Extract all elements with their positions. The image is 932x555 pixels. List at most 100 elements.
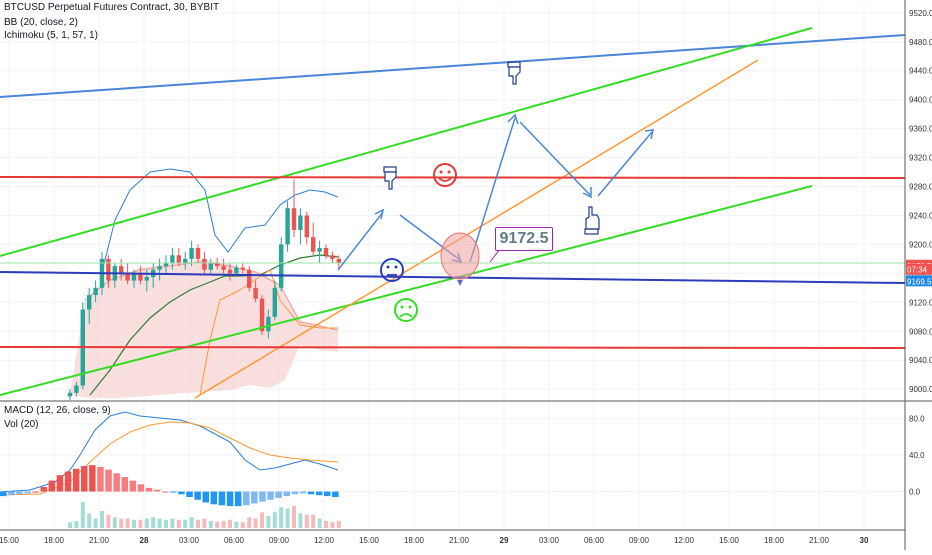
callout-pointer bbox=[489, 248, 501, 263]
volume-bar bbox=[157, 518, 162, 528]
time-axis[interactable]: 15:00 18:00 21:00 28 03:00 06:00 09:00 12:00 15:… bbox=[0, 536, 869, 545]
macd-bar bbox=[162, 491, 169, 493]
price-tag: 9169.5 bbox=[906, 275, 932, 287]
candle bbox=[93, 280, 98, 303]
trendline-orange[interactable] bbox=[194, 59, 759, 399]
macd-bar bbox=[0, 491, 7, 497]
price-tick-label: 9080.0 bbox=[909, 327, 932, 336]
trendline-blue-top[interactable] bbox=[0, 34, 906, 98]
candle bbox=[138, 266, 143, 285]
macd-histogram bbox=[0, 465, 339, 507]
legend-macd[interactable]: MACD (12, 26, close, 9) bbox=[4, 405, 111, 416]
macd-bar bbox=[259, 491, 266, 502]
thumbs-down-icon[interactable] bbox=[383, 166, 397, 190]
volume-bar bbox=[298, 513, 303, 528]
volume-bar bbox=[317, 518, 322, 528]
trendline-green-upper[interactable] bbox=[0, 27, 813, 257]
price-tick-label: 9320.0 bbox=[909, 154, 932, 163]
macd-bar bbox=[8, 491, 15, 496]
legend-symbol[interactable]: BTCUSD Perpetual Futures Contract, 30, B… bbox=[4, 2, 220, 13]
price-tick-label: 9240.0 bbox=[909, 211, 932, 220]
macd-bar bbox=[267, 491, 274, 500]
candle bbox=[247, 266, 252, 292]
time-tick-label: 18:00 bbox=[404, 536, 425, 545]
time-tick-label: 28 bbox=[140, 536, 149, 545]
macd-bar bbox=[153, 489, 161, 492]
candle bbox=[80, 302, 85, 390]
price-tick-label: 9440.0 bbox=[909, 67, 932, 76]
macd-axis[interactable]: 80.0 40.0 0.0 bbox=[909, 415, 925, 497]
time-tick-label: 06:00 bbox=[584, 536, 605, 545]
volume-bar bbox=[151, 517, 156, 528]
volume-bar bbox=[304, 514, 309, 528]
time-tick-label: 03:00 bbox=[539, 536, 560, 545]
price-callout[interactable]: 9172.5 bbox=[495, 227, 553, 251]
bollinger-basis bbox=[89, 254, 339, 396]
candle bbox=[323, 244, 329, 259]
macd-tick-label: 80.0 bbox=[909, 415, 925, 424]
thumbs-up-icon[interactable] bbox=[584, 206, 600, 235]
volume-bar bbox=[93, 518, 98, 528]
price-axis[interactable]: 9520.0 9480.0 9440.0 9400.0 9360.0 9320.0 9280… bbox=[909, 9, 932, 394]
price-tick-label: 9400.0 bbox=[909, 96, 932, 105]
volume-bar bbox=[240, 522, 245, 528]
volume-bar bbox=[279, 507, 284, 528]
macd-bar bbox=[16, 491, 23, 495]
volume-bar bbox=[183, 519, 188, 528]
candle-marker-icon bbox=[457, 280, 463, 286]
neutral-face-icon[interactable] bbox=[380, 258, 404, 282]
hline-red-upper[interactable] bbox=[0, 176, 906, 179]
legend-ichimoku[interactable]: Ichimoku (5, 1, 57, 1) bbox=[4, 30, 98, 41]
macd-bar bbox=[202, 491, 209, 503]
volume-bar bbox=[170, 518, 175, 528]
macd-bar bbox=[48, 480, 56, 492]
trendline-green-lower[interactable] bbox=[0, 185, 813, 396]
time-tick-label: 15:00 bbox=[359, 536, 380, 545]
macd-bar bbox=[324, 491, 331, 497]
highlight-ellipse[interactable] bbox=[440, 232, 480, 280]
macd-bar bbox=[283, 491, 290, 497]
candle bbox=[189, 240, 194, 267]
price-tick-label: 9520.0 bbox=[909, 9, 932, 18]
macd-tick-label: 40.0 bbox=[909, 451, 925, 460]
candle bbox=[304, 211, 309, 245]
candle bbox=[106, 255, 111, 288]
volume-bar bbox=[253, 518, 258, 528]
volume-bar bbox=[106, 514, 111, 528]
volume-bar bbox=[266, 516, 271, 528]
time-tick-label: 29 bbox=[500, 536, 509, 545]
hline-red-lower[interactable] bbox=[0, 346, 906, 349]
macd-bar bbox=[178, 491, 185, 495]
candle bbox=[74, 381, 79, 397]
volume-bar bbox=[228, 519, 232, 528]
legend-volume[interactable]: Vol (20) bbox=[4, 419, 39, 430]
candle bbox=[272, 280, 277, 321]
macd-signal-line bbox=[0, 421, 339, 496]
candle bbox=[291, 179, 297, 238]
sad-face-icon[interactable] bbox=[394, 298, 418, 322]
thumbs-down-icon[interactable] bbox=[507, 61, 521, 85]
candle bbox=[67, 389, 73, 400]
macd-bar bbox=[307, 491, 315, 495]
time-tick-label: 09:00 bbox=[269, 536, 290, 545]
candle bbox=[163, 255, 169, 274]
macd-bar bbox=[299, 491, 307, 494]
volume-bar bbox=[324, 521, 328, 528]
volume-bar bbox=[125, 518, 130, 528]
macd-bar bbox=[89, 465, 96, 492]
macd-bar bbox=[137, 484, 145, 492]
macd-bar bbox=[332, 491, 339, 498]
macd-bar bbox=[170, 491, 177, 493]
legend-bollinger[interactable]: BB (20, close, 2) bbox=[4, 17, 78, 28]
macd-bar bbox=[291, 491, 299, 495]
macd-bar bbox=[186, 491, 193, 498]
time-tick-label: 15:00 bbox=[0, 536, 20, 545]
candle bbox=[215, 257, 220, 270]
candle bbox=[87, 287, 92, 325]
smile-face-icon[interactable] bbox=[433, 163, 457, 187]
time-tick-label: 03:00 bbox=[179, 536, 200, 545]
volume-bar bbox=[100, 511, 104, 528]
volume-bar bbox=[196, 519, 200, 528]
